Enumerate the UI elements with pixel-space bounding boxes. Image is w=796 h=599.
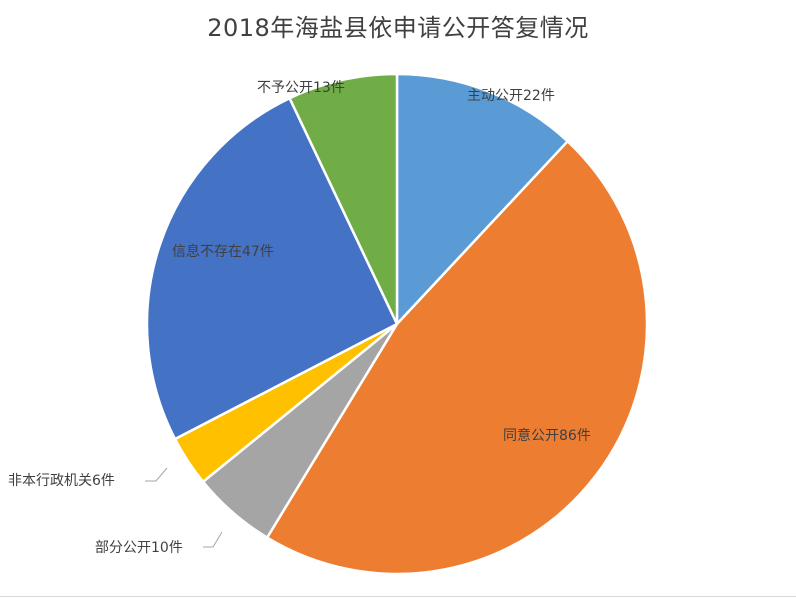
pie-slice-6 <box>288 72 399 326</box>
pie-slice-1 <box>395 72 569 326</box>
slice-label-4: 非本行政机关6件 <box>8 473 115 489</box>
chart-title: 2018年海盐县依申请公开答复情况 <box>207 14 589 42</box>
slice-label-6: 不予公开13件 <box>257 80 345 96</box>
slice-label-2: 同意公开86件 <box>503 427 591 444</box>
pie-slice-2 <box>265 140 649 576</box>
pie-slices <box>145 72 649 576</box>
slice-label-5: 信息不存在47件 <box>172 243 274 260</box>
leader-line-4 <box>145 467 168 482</box>
slice-label-1: 主动公开22件 <box>467 88 555 104</box>
slice-label-3: 部分公开10件 <box>95 540 183 556</box>
pie-slice-5 <box>145 96 399 441</box>
bottom-divider <box>0 596 796 597</box>
leader-line-3 <box>203 531 223 548</box>
